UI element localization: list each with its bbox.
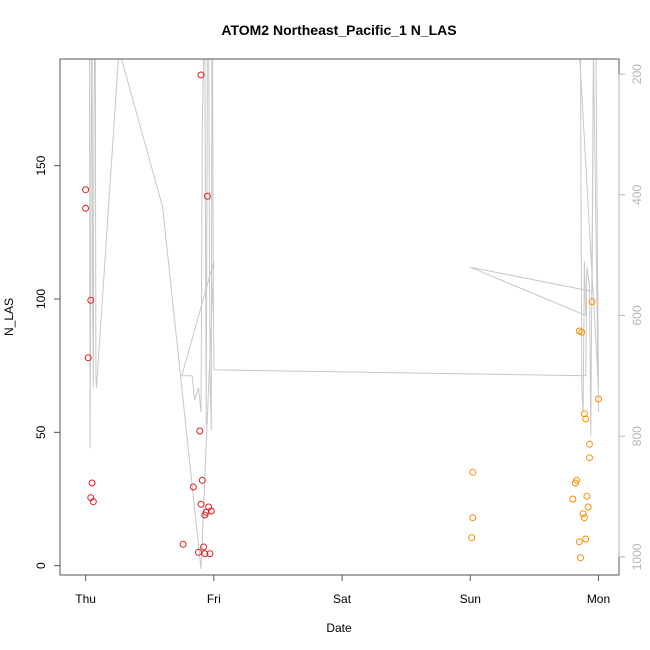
- depth-line-layer: [89, 59, 599, 570]
- right-tick-label: 400: [630, 184, 644, 204]
- x-axis: Thu Fri Sat Sun Mon: [75, 574, 610, 606]
- x-tick-label: Mon: [587, 592, 610, 606]
- y-tick-label: 150: [34, 155, 48, 175]
- data-point: [580, 514, 588, 522]
- data-point: [200, 543, 208, 551]
- data-point: [197, 500, 205, 508]
- depth-line: [89, 59, 599, 570]
- x-tick-label: Thu: [75, 592, 96, 606]
- data-point: [577, 554, 584, 562]
- data-point: [582, 535, 590, 543]
- data-point: [573, 476, 581, 484]
- data-point: [582, 415, 590, 423]
- data-point: [595, 395, 602, 403]
- right-tick-label: 1000: [630, 543, 644, 570]
- data-point: [82, 204, 90, 212]
- right-tick-label: 800: [630, 426, 644, 446]
- y-tick-label: 50: [34, 425, 48, 439]
- right-tick-label: 600: [630, 305, 644, 325]
- data-point: [206, 550, 214, 558]
- y-axis: 0 50 100 150: [34, 155, 61, 569]
- right-tick-label: 200: [630, 64, 644, 84]
- data-point: [88, 479, 96, 487]
- data-point: [84, 354, 92, 362]
- data-point: [207, 507, 215, 515]
- data-point: [203, 192, 211, 200]
- x-axis-label: Date: [326, 621, 352, 635]
- plot-frame: [59, 58, 620, 576]
- data-point: [579, 510, 587, 518]
- data-point: [201, 550, 209, 558]
- data-point: [583, 492, 591, 500]
- data-point: [82, 186, 90, 194]
- y-axis-label: N_LAS: [2, 298, 16, 336]
- data-point: [179, 540, 187, 548]
- x-tick-label: Fri: [207, 592, 221, 606]
- data-point: [586, 440, 593, 448]
- data-point: [87, 296, 95, 304]
- data-point: [469, 514, 477, 522]
- data-point: [189, 483, 197, 491]
- data-point: [197, 71, 205, 79]
- chart-title: ATOM2 Northeast_Pacific_1 N_LAS: [221, 22, 456, 38]
- points-layer: [82, 71, 602, 562]
- data-point: [469, 468, 477, 476]
- data-point: [198, 476, 206, 484]
- data-point: [195, 548, 202, 556]
- x-tick-label: Sat: [333, 592, 352, 606]
- x-tick-label: Sun: [460, 592, 481, 606]
- y-tick-label: 0: [34, 562, 48, 569]
- y-axis-right: 200 400 600 800 1000: [618, 64, 644, 570]
- data-point: [196, 427, 204, 435]
- y-tick-label: 100: [34, 289, 48, 309]
- data-point: [584, 503, 592, 511]
- data-point: [578, 328, 586, 336]
- data-point: [468, 534, 476, 542]
- data-point: [89, 498, 97, 506]
- data-point: [575, 538, 583, 546]
- data-point: [588, 298, 596, 306]
- data-point: [569, 495, 577, 503]
- data-point: [586, 454, 593, 462]
